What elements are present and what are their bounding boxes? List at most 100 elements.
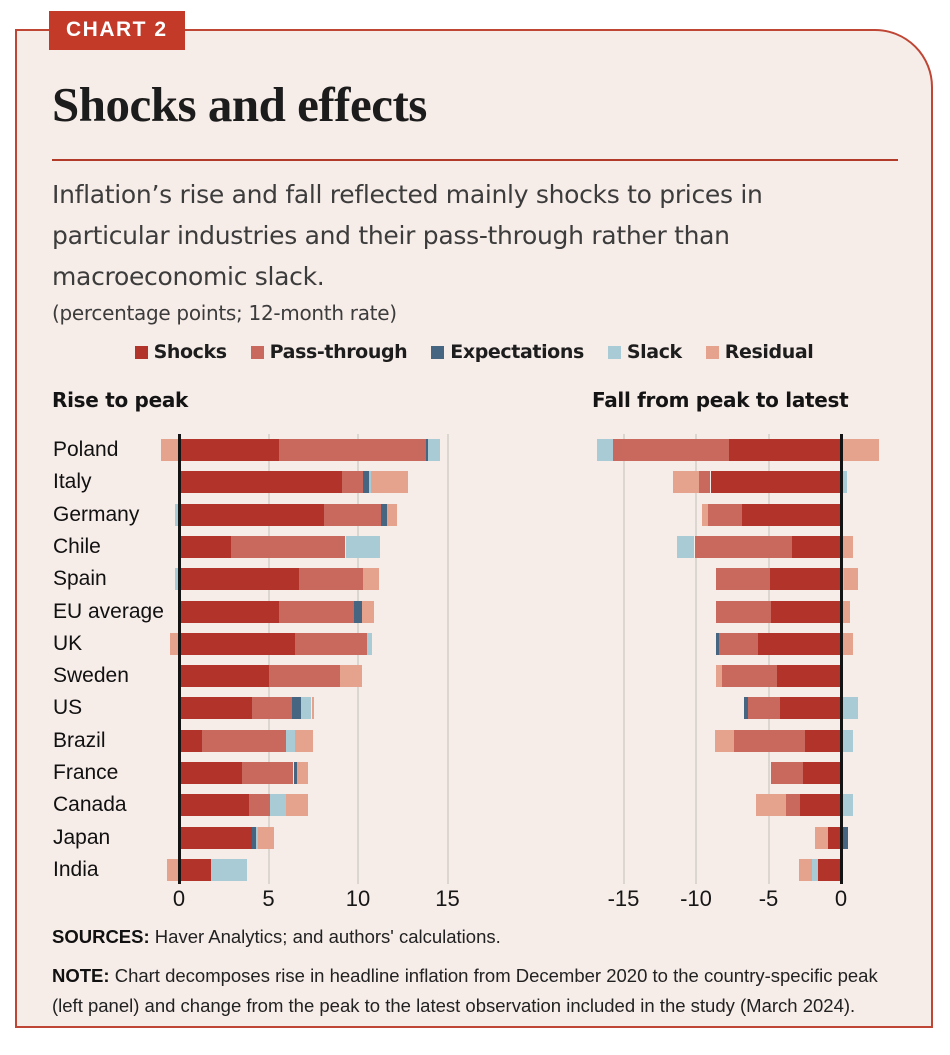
tick-label-fall--10: -10 bbox=[680, 886, 712, 911]
bar-segment-italy-slack bbox=[841, 471, 847, 494]
bar-segment-france-pass_through bbox=[241, 762, 294, 784]
footer-sources: SOURCES: Haver Analytics; and authors' c… bbox=[52, 922, 924, 952]
row-label-canada: Canada bbox=[53, 793, 127, 817]
bar-segment-eu-average-pass_through bbox=[279, 600, 355, 623]
legend-swatch-residual bbox=[705, 345, 719, 359]
bar-segment-us-slack bbox=[300, 697, 312, 720]
bar-segment-japan-expectations bbox=[252, 826, 256, 849]
bar-segment-chile-pass_through bbox=[230, 535, 346, 558]
bar-segment-india-residual bbox=[166, 858, 179, 881]
bar-segment-canada-pass_through bbox=[785, 794, 801, 817]
bar-segment-spain-pass_through bbox=[716, 568, 770, 591]
chart-badge: CHART 2 bbox=[49, 11, 185, 50]
bar-segment-brazil-slack bbox=[286, 729, 296, 752]
legend-label: Pass-through bbox=[269, 341, 408, 363]
bar-segment-poland-slack bbox=[597, 439, 614, 461]
bar-segment-india-residual bbox=[799, 858, 813, 881]
bar-segment-japan-slack bbox=[256, 826, 258, 849]
bar-segment-uk-shocks bbox=[758, 632, 842, 655]
bar-segment-poland-shocks bbox=[179, 439, 280, 461]
bar-segment-germany-residual bbox=[701, 503, 708, 526]
bar-segment-chile-residual bbox=[841, 535, 853, 558]
row-label-germany: Germany bbox=[53, 502, 140, 526]
bar-segment-brazil-shocks bbox=[179, 729, 203, 752]
bar-segment-spain-pass_through bbox=[298, 568, 364, 591]
legend-item-pass-through: Pass-through bbox=[250, 341, 408, 363]
bar-segment-eu-average-residual bbox=[361, 600, 375, 623]
zero-axis-rise bbox=[178, 434, 181, 884]
sources-text: Haver Analytics; and authors' calculatio… bbox=[154, 926, 501, 947]
row-label-brazil: Brazil bbox=[53, 728, 106, 752]
bar-segment-italy-expectations bbox=[363, 471, 369, 494]
bar-segment-germany-pass_through bbox=[324, 503, 382, 526]
legend-label: Expectations bbox=[450, 341, 584, 363]
bar-segment-us-shocks bbox=[780, 697, 841, 720]
tick-label-rise-5: 5 bbox=[262, 886, 275, 911]
bar-segment-italy-pass_through bbox=[341, 471, 364, 494]
bar-segment-us-expectations bbox=[743, 697, 749, 720]
bar-segment-chile-slack bbox=[677, 535, 695, 558]
bar-segment-poland-residual bbox=[161, 439, 179, 461]
legend-swatch-shocks bbox=[134, 345, 148, 359]
bar-segment-brazil-residual bbox=[714, 729, 734, 752]
bar-segment-spain-shocks bbox=[179, 568, 299, 591]
bar-segment-us-shocks bbox=[179, 697, 253, 720]
bar-segment-india-shocks bbox=[817, 858, 841, 881]
bar-segment-spain-residual bbox=[843, 568, 859, 591]
row-label-poland: Poland bbox=[53, 438, 119, 461]
bar-segment-italy-pass_through bbox=[698, 471, 711, 494]
bar-segment-poland-residual bbox=[841, 439, 879, 461]
bar-segment-uk-shocks bbox=[179, 632, 296, 655]
bar-segment-uk-expectations bbox=[716, 632, 720, 655]
page-title: Shocks and effects bbox=[52, 77, 427, 132]
row-label-italy: Italy bbox=[53, 470, 92, 494]
bar-segment-brazil-residual bbox=[295, 729, 314, 752]
bar-segment-japan-expectations bbox=[841, 826, 849, 849]
note-text: Chart decomposes rise in headline inflat… bbox=[52, 965, 878, 1016]
bar-segment-canada-slack bbox=[270, 794, 287, 817]
bar-segment-poland-expectations bbox=[426, 439, 428, 461]
legend-swatch-expectations bbox=[431, 345, 445, 359]
tick-label-fall-0: 0 bbox=[834, 886, 848, 911]
bar-segment-chile-slack bbox=[345, 535, 380, 558]
bar-segment-sweden-residual bbox=[716, 665, 723, 688]
bar-segment-canada-shocks bbox=[800, 794, 841, 817]
bar-segment-japan-residual bbox=[257, 826, 274, 849]
tick-label-rise-0: 0 bbox=[172, 886, 186, 911]
bar-segment-germany-shocks bbox=[179, 503, 324, 526]
bar-segment-us-expectations bbox=[291, 697, 301, 720]
gridline-fall bbox=[767, 434, 770, 884]
bar-segment-poland-shocks bbox=[729, 439, 842, 461]
bar-segment-italy-residual bbox=[672, 471, 699, 494]
bar-segment-italy-shocks bbox=[179, 471, 342, 494]
row-label-sweden: Sweden bbox=[53, 664, 129, 688]
bar-segment-poland-slack bbox=[427, 439, 441, 461]
bar-segment-sweden-shocks bbox=[777, 665, 841, 688]
legend: Shocks Pass-through Expectations Slack R… bbox=[17, 341, 931, 363]
bar-segment-canada-shocks bbox=[179, 794, 249, 817]
gridline-rise bbox=[446, 434, 449, 884]
bar-segment-india-slack bbox=[211, 858, 247, 881]
bar-segment-canada-residual bbox=[286, 794, 308, 817]
bar-segment-uk-residual bbox=[170, 632, 179, 655]
row-label-france: France bbox=[53, 761, 119, 784]
bar-segment-uk-slack bbox=[366, 632, 373, 655]
gridline-fall bbox=[695, 434, 697, 884]
legend-swatch-slack bbox=[607, 345, 621, 359]
bar-segment-sweden-pass_through bbox=[268, 665, 341, 688]
bar-segment-eu-average-expectations bbox=[354, 600, 362, 623]
chart-card: Shocks and effects Inflation’s rise and … bbox=[15, 29, 933, 1028]
bar-segment-spain-shocks bbox=[770, 568, 842, 591]
row-label-eu-average: EU average bbox=[53, 599, 164, 623]
bar-segment-spain-residual bbox=[363, 568, 380, 591]
bar-segment-us-pass_through bbox=[748, 697, 781, 720]
legend-label: Residual bbox=[724, 341, 814, 363]
tick-label-rise-15: 15 bbox=[435, 886, 460, 911]
legend-item-slack: Slack bbox=[607, 341, 682, 363]
tick-label-fall--15: -15 bbox=[607, 886, 640, 911]
bar-segment-italy-slack bbox=[368, 471, 371, 494]
bar-segment-japan-shocks bbox=[179, 826, 253, 849]
bar-segment-japan-residual bbox=[814, 826, 828, 849]
gridline-fall bbox=[622, 434, 625, 884]
bar-segment-sweden-pass_through bbox=[722, 665, 778, 688]
